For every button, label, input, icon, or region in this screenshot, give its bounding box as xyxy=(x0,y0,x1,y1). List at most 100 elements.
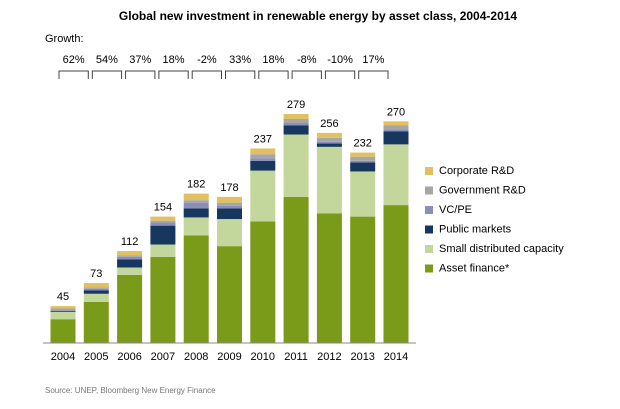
bar-segment xyxy=(83,287,109,289)
bar-segment xyxy=(250,221,276,343)
legend-swatch xyxy=(425,206,433,214)
x-tick-label: 2010 xyxy=(251,351,275,363)
bar-segment xyxy=(83,288,109,291)
legend-swatch xyxy=(425,245,433,253)
bar-segment xyxy=(350,162,376,172)
growth-value: 54% xyxy=(96,54,118,66)
bar-segment xyxy=(316,143,342,147)
legend-label: Asset finance* xyxy=(439,262,510,274)
growth-value: 18% xyxy=(163,54,185,66)
bar-segment xyxy=(217,196,242,203)
bar-segment xyxy=(117,267,143,275)
bar-segment xyxy=(50,311,76,320)
growth-value: 37% xyxy=(129,54,151,66)
bar-segment xyxy=(250,170,276,222)
x-tick-label: 2007 xyxy=(151,351,175,363)
legend-swatch xyxy=(425,167,433,175)
bar-segment xyxy=(316,132,342,138)
growth-bracket xyxy=(225,70,256,79)
bar-segment xyxy=(217,246,242,343)
bar-segment xyxy=(383,121,409,126)
x-tick-label: 2011 xyxy=(284,351,308,363)
bar-segment xyxy=(50,310,76,312)
total-label: 256 xyxy=(320,118,338,130)
legend-label: VC/PE xyxy=(439,204,472,216)
bar-segment xyxy=(50,308,76,311)
bar-segment xyxy=(283,118,309,124)
bar-segment xyxy=(316,141,342,144)
growth-bracket xyxy=(91,70,123,79)
bar-segment xyxy=(383,125,409,130)
source: Source: UNEP, Bloomberg New Energy Finan… xyxy=(45,386,216,395)
legend-swatch xyxy=(425,186,433,195)
bar-segment xyxy=(283,125,309,135)
bar-segment xyxy=(250,160,276,171)
bar-segment xyxy=(250,154,276,159)
growth-value: 62% xyxy=(63,54,85,66)
bar-segment xyxy=(316,213,342,343)
total-label: 73 xyxy=(90,268,102,280)
x-tick-label: 2008 xyxy=(184,351,208,363)
total-label: 112 xyxy=(121,236,139,248)
bar-segment xyxy=(383,129,409,132)
bar-segment xyxy=(50,319,76,343)
legend-swatch xyxy=(425,264,433,273)
bar-segment xyxy=(217,205,242,209)
growth-bracket xyxy=(58,70,89,79)
growth-bracket xyxy=(191,70,222,79)
x-tick-label: 2009 xyxy=(217,351,241,363)
legend-label: Small distributed capacity xyxy=(439,243,564,255)
total-label: 45 xyxy=(57,291,69,303)
bar-segment xyxy=(183,202,209,209)
total-label: 237 xyxy=(254,133,272,145)
bar-segment xyxy=(350,171,376,217)
bar-segment xyxy=(117,255,143,257)
total-label: 232 xyxy=(354,137,372,149)
bar-segment xyxy=(150,222,176,226)
bar-segment xyxy=(250,148,276,155)
growth-bracket xyxy=(324,70,356,79)
growth-value: -2% xyxy=(197,54,217,66)
bar-segment xyxy=(283,134,309,197)
bar-segment xyxy=(83,293,109,302)
bar-segment xyxy=(150,225,176,245)
bar-segment xyxy=(117,251,143,256)
bar-segment xyxy=(117,256,143,260)
bar-segment xyxy=(350,160,376,163)
chart-title: Global new investment in renewable energ… xyxy=(119,9,518,23)
bar-segment xyxy=(250,158,276,161)
total-label: 270 xyxy=(387,106,405,118)
x-tick-label: 2014 xyxy=(384,351,408,363)
bar-segment xyxy=(350,156,376,161)
bar-segment xyxy=(217,219,242,247)
x-tick-label: 2012 xyxy=(317,351,341,363)
bar-segment xyxy=(217,208,242,220)
bar-segment xyxy=(350,216,376,343)
total-label: 279 xyxy=(287,99,305,111)
growth-bracket xyxy=(158,70,189,79)
bar-segment xyxy=(283,196,309,343)
bar-segment xyxy=(150,244,176,257)
bar-segment xyxy=(383,205,409,343)
bar-segment xyxy=(50,310,76,311)
bar-segment xyxy=(383,144,409,206)
bar-segment xyxy=(283,123,309,126)
x-tick-label: 2004 xyxy=(51,351,75,363)
bar-segment xyxy=(83,290,109,294)
growth-value: -10% xyxy=(327,54,353,66)
bar-segment xyxy=(183,235,209,343)
legend-label: Public markets xyxy=(439,223,512,235)
bar-segment xyxy=(383,131,409,145)
bar-segment xyxy=(150,220,176,223)
bar-segment xyxy=(316,137,342,142)
bar-segment xyxy=(150,216,176,221)
growth-value: -8% xyxy=(297,54,317,66)
bar-segment xyxy=(350,152,376,157)
total-label: 182 xyxy=(187,179,205,191)
bar-segment xyxy=(183,217,209,236)
bar-segment xyxy=(117,259,143,268)
bar-segment xyxy=(117,274,143,343)
bar-segment xyxy=(50,306,76,309)
bar-segment xyxy=(316,146,342,214)
